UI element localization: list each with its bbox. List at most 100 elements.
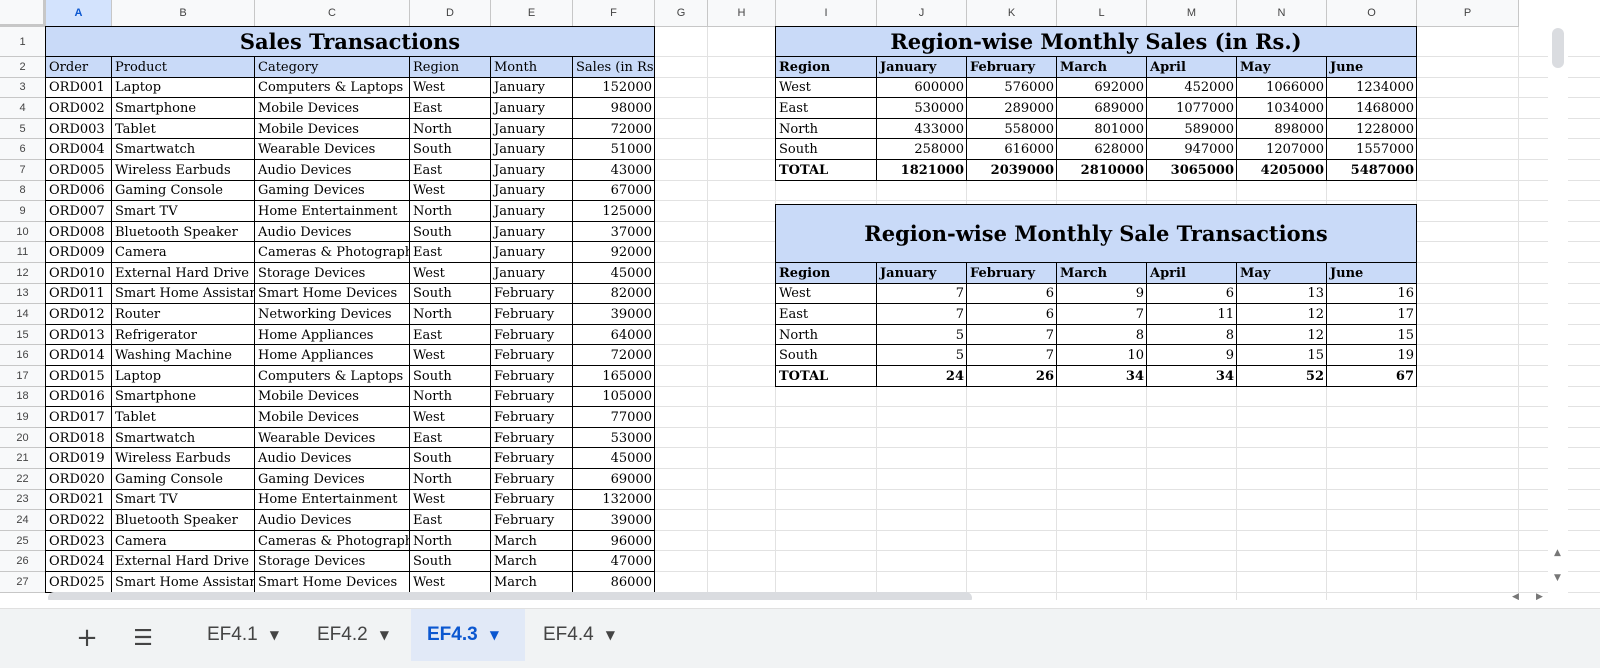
row-header[interactable]: 5 (0, 118, 46, 140)
region-monthly-transactions-title: Region-wise Monthly Sale Transactions (775, 204, 1417, 263)
select-all-corner[interactable] (0, 0, 46, 27)
tab-dropdown-icon[interactable]: ▼ (269, 628, 279, 642)
row-header[interactable]: 1 (0, 27, 46, 57)
scroll-left-arrow-icon[interactable]: ◀ (1512, 592, 1519, 600)
row-header[interactable]: 6 (0, 139, 46, 160)
row-header[interactable]: 15 (0, 324, 46, 346)
row-header[interactable]: 17 (0, 366, 46, 387)
table-cell: Laptop (115, 80, 162, 96)
row-header[interactable]: 12 (0, 263, 46, 284)
total-cell: TOTAL (779, 368, 829, 384)
table-cell: 45000 (610, 451, 652, 467)
column-header[interactable]: D (410, 0, 491, 27)
row-header[interactable]: 20 (0, 427, 46, 449)
tab-dropdown-icon[interactable]: ▼ (489, 628, 499, 642)
all-sheets-button[interactable]: ☰ (128, 620, 158, 656)
table-cell: Mobile Devices (258, 121, 359, 137)
row-header[interactable]: 3 (0, 77, 46, 99)
column-header[interactable]: I (776, 0, 877, 27)
table-cell: Networking Devices (258, 306, 392, 322)
vertical-scroll-thumb[interactable] (1552, 28, 1564, 68)
column-header[interactable]: N (1237, 0, 1327, 27)
row-header[interactable]: 19 (0, 407, 46, 428)
horizontal-scroll-thumb[interactable] (48, 592, 972, 600)
column-header[interactable]: A (46, 0, 112, 27)
table-cell: ORD012 (49, 306, 105, 322)
table-header-cell: June (1327, 57, 1417, 78)
table-cell: Audio Devices (258, 162, 352, 178)
row-header[interactable]: 27 (0, 572, 46, 593)
row-header[interactable]: 25 (0, 530, 46, 552)
table-cell: Audio Devices (258, 224, 352, 240)
tab-dropdown-icon[interactable]: ▼ (605, 628, 615, 642)
gridline (46, 426, 1600, 428)
row-header[interactable]: 23 (0, 489, 46, 511)
table-cell: February (494, 348, 555, 364)
table-cell: 37000 (610, 224, 652, 240)
table-cell: January (494, 183, 546, 199)
table-cell: Home Appliances (258, 348, 374, 364)
column-header[interactable]: H (708, 0, 776, 27)
add-sheet-button[interactable]: + (72, 620, 102, 656)
scroll-right-arrow-icon[interactable]: ▶ (1536, 592, 1543, 600)
table-cell: February (494, 492, 555, 508)
table-header-cell: Region (776, 263, 877, 284)
total-cell: 1821000 (900, 162, 964, 178)
row-header[interactable]: 2 (0, 57, 46, 78)
column-header[interactable]: L (1057, 0, 1147, 27)
row-header[interactable]: 24 (0, 510, 46, 531)
table-cell: 1234000 (1356, 80, 1414, 96)
scroll-up-arrow-icon[interactable]: ▲ (1554, 548, 1561, 558)
table-cell: January (494, 162, 546, 178)
row-header[interactable]: 10 (0, 221, 46, 243)
column-header[interactable]: B (112, 0, 255, 27)
table-cell: February (494, 471, 555, 487)
sheet-tab-ef4-1[interactable]: EF4.1 ▼ (191, 609, 301, 661)
table-cell: 39000 (610, 306, 652, 322)
table-cell: 1228000 (1356, 121, 1414, 137)
total-cell: 24 (945, 368, 964, 384)
tab-dropdown-icon[interactable]: ▼ (379, 628, 389, 642)
table-cell: Tablet (115, 409, 156, 425)
gridline (707, 27, 708, 600)
row-header[interactable]: 16 (0, 345, 46, 366)
row-header[interactable]: 4 (0, 98, 46, 119)
vertical-scrollbar[interactable] (1548, 27, 1568, 600)
row-header[interactable]: 26 (0, 551, 46, 572)
total-cell: 5487000 (1350, 162, 1414, 178)
table-cell: ORD009 (49, 245, 105, 261)
table-cell: North (779, 121, 819, 137)
column-header[interactable]: M (1147, 0, 1237, 27)
total-cell: 2810000 (1080, 162, 1144, 178)
scroll-down-arrow-icon[interactable]: ▼ (1554, 573, 1561, 583)
total-cell: 34 (1215, 368, 1234, 384)
row-header[interactable]: 14 (0, 304, 46, 325)
sheet-tab-ef4-2[interactable]: EF4.2 ▼ (301, 609, 411, 661)
row-header[interactable]: 7 (0, 160, 46, 181)
row-header[interactable]: 18 (0, 386, 46, 408)
column-header[interactable]: O (1327, 0, 1417, 27)
total-cell: 3065000 (1170, 162, 1234, 178)
column-header[interactable]: F (573, 0, 655, 27)
row-header[interactable]: 9 (0, 201, 46, 222)
row-header[interactable]: 22 (0, 469, 46, 490)
table-cell: February (494, 512, 555, 528)
sheet-tab-ef4-3[interactable]: EF4.3 ▼ (411, 609, 525, 661)
column-header[interactable]: P (1417, 0, 1519, 27)
sheet-tab-ef4-4[interactable]: EF4.4 ▼ (527, 609, 637, 661)
column-header[interactable]: J (877, 0, 967, 27)
table-cell: ORD005 (49, 162, 105, 178)
table-cell: March (494, 554, 537, 570)
column-header[interactable]: K (967, 0, 1057, 27)
row-header[interactable]: 8 (0, 180, 46, 202)
table-cell: January (494, 142, 546, 158)
row-header[interactable]: 13 (0, 283, 46, 305)
table-cell: 132000 (602, 492, 652, 508)
row-header[interactable]: 21 (0, 448, 46, 469)
row-header[interactable]: 11 (0, 242, 46, 263)
column-header[interactable]: C (255, 0, 410, 27)
table-cell: Bluetooth Speaker (115, 224, 238, 240)
column-header[interactable]: G (655, 0, 708, 27)
column-header[interactable]: E (491, 0, 573, 27)
